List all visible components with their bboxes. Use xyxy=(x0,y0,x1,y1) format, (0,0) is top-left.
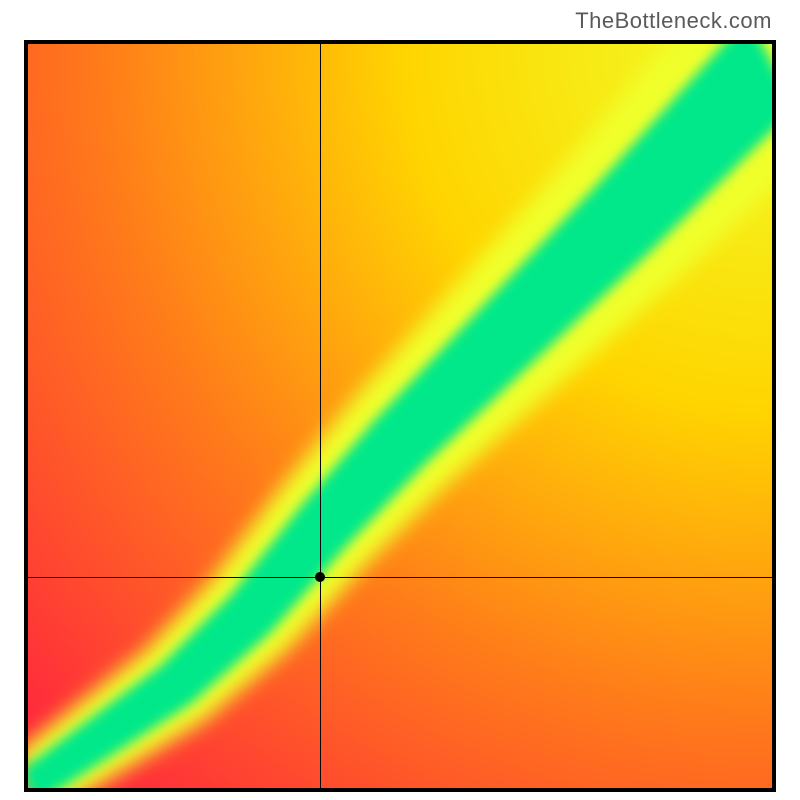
crosshair-vertical xyxy=(320,44,321,788)
chart-area xyxy=(28,44,772,788)
watermark-text: TheBottleneck.com xyxy=(575,8,772,34)
chart-frame xyxy=(24,40,776,792)
data-point-marker xyxy=(315,572,325,582)
crosshair-horizontal xyxy=(28,577,772,578)
heatmap-svg xyxy=(28,44,772,788)
